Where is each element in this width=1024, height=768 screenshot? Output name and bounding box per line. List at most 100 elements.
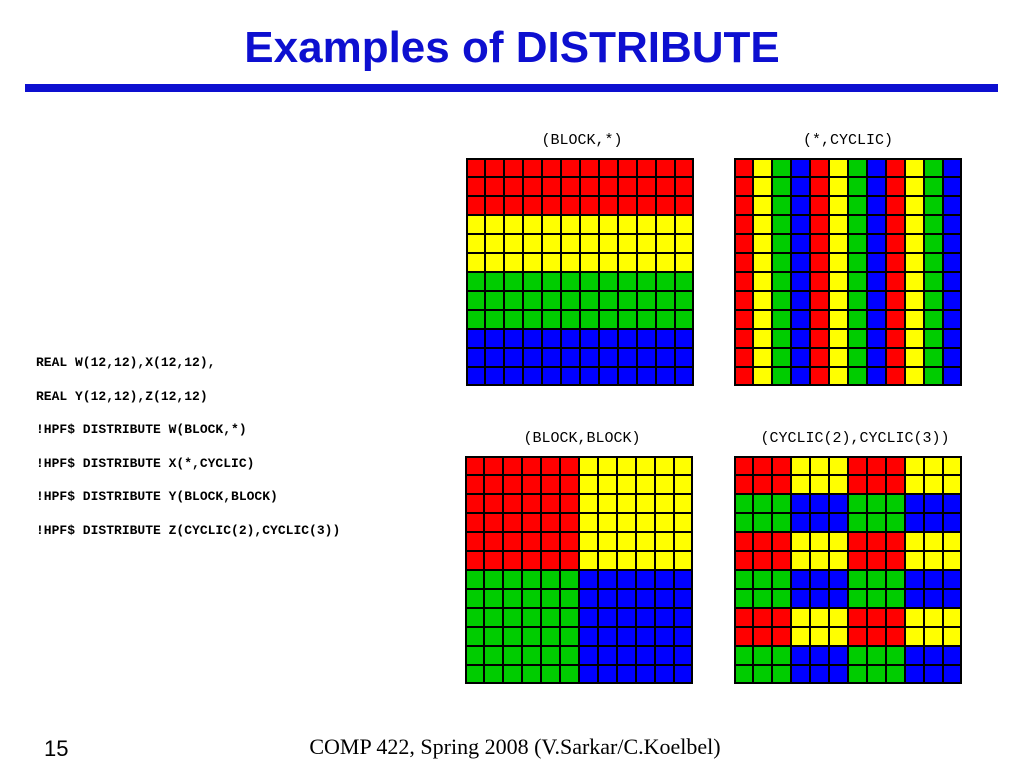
- grid-cell: [503, 252, 524, 273]
- grid-cell: [734, 456, 754, 476]
- grid-cell: [828, 290, 849, 311]
- grid-cell: [866, 252, 887, 273]
- grid-cell: [904, 512, 925, 533]
- grid-cell: [597, 569, 618, 590]
- grid-cell: [521, 569, 542, 590]
- grid-cell: [502, 569, 523, 590]
- grid-cell: [828, 474, 849, 495]
- grid-cell: [560, 271, 581, 292]
- grid-cell: [617, 290, 638, 311]
- grid-cell: [560, 176, 581, 197]
- grid-cell: [654, 626, 675, 647]
- grid-cell: [885, 347, 906, 368]
- grid-cell: [578, 645, 599, 666]
- grid-cell: [790, 271, 811, 292]
- grid-cell: [559, 456, 580, 476]
- grid-cell: [752, 456, 773, 476]
- grid-cell: [654, 607, 675, 628]
- grid-cell: [465, 569, 485, 590]
- grid-cell: [771, 176, 792, 197]
- grid-cell: [616, 664, 637, 684]
- grid-cell: [734, 512, 754, 533]
- grid-cell: [540, 626, 561, 647]
- grid-cell: [484, 195, 505, 216]
- grid-cell: [654, 456, 675, 476]
- grid-cell: [540, 550, 561, 571]
- grid-cell: [904, 328, 925, 349]
- grid-cell: [540, 474, 561, 495]
- grid-cell: [885, 531, 906, 552]
- grid-cell: [522, 290, 543, 311]
- grid-cell: [904, 158, 925, 178]
- grid-cell: [942, 474, 962, 495]
- grid-cell: [673, 569, 693, 590]
- grid-cell: [923, 214, 944, 235]
- grid-cell: [559, 474, 580, 495]
- grid-cell: [654, 474, 675, 495]
- grid-cell: [847, 645, 868, 666]
- grid-cell: [752, 347, 773, 368]
- grid-cell: [847, 531, 868, 552]
- grid-cell: [734, 347, 754, 368]
- grid-cell: [635, 607, 656, 628]
- grid-cell: [847, 569, 868, 590]
- grid-cell: [809, 664, 830, 684]
- grid-cell: [847, 366, 868, 386]
- grid-cell: [541, 195, 562, 216]
- grid-cell: [942, 214, 962, 235]
- grid-cell: [502, 512, 523, 533]
- grid-cell: [752, 645, 773, 666]
- grid-cell: [828, 366, 849, 386]
- grid-cell: [809, 588, 830, 609]
- grid-cell: [541, 271, 562, 292]
- code-line: REAL W(12,12),X(12,12),: [36, 355, 216, 370]
- grid-cell: [828, 214, 849, 235]
- grid-cell: [923, 550, 944, 571]
- grid-cell: [885, 290, 906, 311]
- grid-cell: [809, 626, 830, 647]
- grid-cell: [654, 512, 675, 533]
- grid-cell: [502, 456, 523, 476]
- grid-cell: [847, 176, 868, 197]
- grid-cell: [734, 176, 754, 197]
- grid-cell: [942, 493, 962, 514]
- grid-cell: [559, 645, 580, 666]
- grid-cell: [942, 347, 962, 368]
- grid-cell: [484, 158, 505, 178]
- grid-cell: [502, 550, 523, 571]
- grid-cell: [579, 233, 600, 254]
- grid-cell: [597, 456, 618, 476]
- grid-cell: [636, 252, 657, 273]
- grid-cell: [483, 531, 504, 552]
- grid-cell: [923, 309, 944, 330]
- grid-cell: [560, 252, 581, 273]
- grid-cell: [578, 607, 599, 628]
- grid-cell: [752, 158, 773, 178]
- grid-cell: [790, 456, 811, 476]
- grid-cell: [734, 664, 754, 684]
- grid-cell: [674, 328, 694, 349]
- grid-cell: [828, 512, 849, 533]
- grid-cell: [503, 328, 524, 349]
- grid-cell: [635, 588, 656, 609]
- grid-cell: [942, 531, 962, 552]
- grid-cell: [734, 493, 754, 514]
- grid-cell: [885, 626, 906, 647]
- grid-cell: [654, 588, 675, 609]
- grid-label-cyclic2-cyclic3: (CYCLIC(2),CYCLIC(3)): [760, 430, 950, 447]
- grid-cell: [636, 214, 657, 235]
- grid-cell: [654, 645, 675, 666]
- grid-cell: [673, 664, 693, 684]
- grid-cell: [541, 176, 562, 197]
- grid-cell: [904, 493, 925, 514]
- grid-cell: [809, 271, 830, 292]
- grid-cell: [904, 664, 925, 684]
- grid-cell: [942, 309, 962, 330]
- grid-cell: [809, 195, 830, 216]
- grid-cell: [809, 233, 830, 254]
- grid-cell: [465, 550, 485, 571]
- grid-outline: [734, 456, 962, 684]
- grid-cell: [483, 645, 504, 666]
- grid-cell: [673, 645, 693, 666]
- grid-cell: [904, 474, 925, 495]
